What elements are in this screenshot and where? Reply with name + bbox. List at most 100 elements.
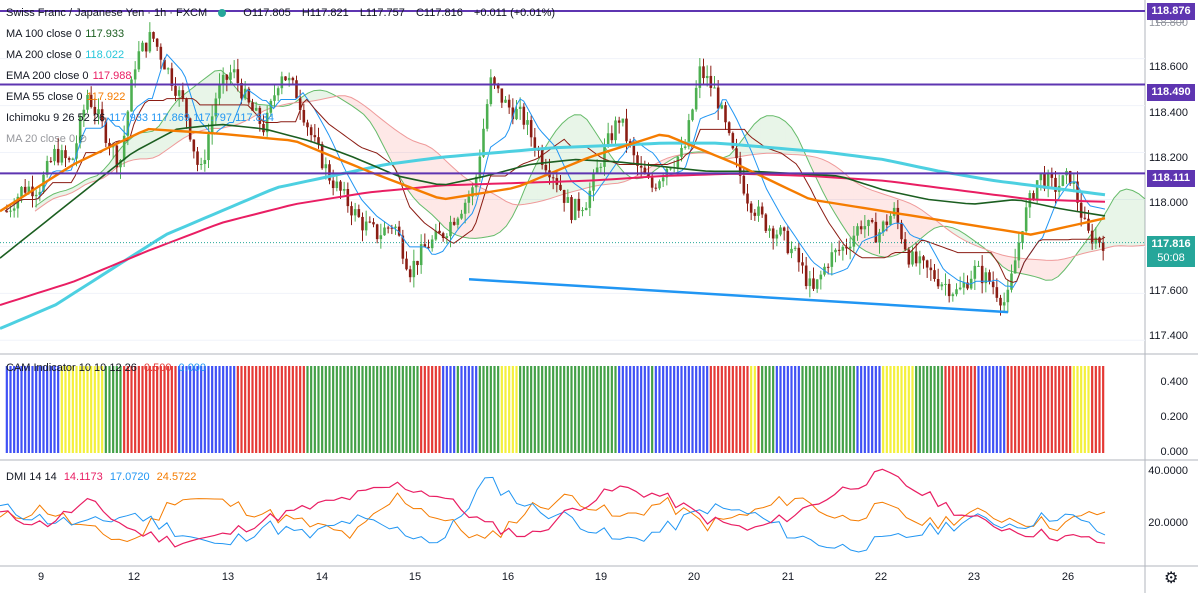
candle-body [174,85,177,96]
indicator-row-ma200[interactable]: MA 200 close 0 118.022 [6,49,125,61]
candle-body [339,181,342,191]
cam-bar [717,366,720,453]
candle-body [346,188,350,207]
cam-bar [592,366,595,453]
indicator-row-ema200[interactable]: EMA 200 close 0 117.988 [6,70,132,82]
cam-bar [665,366,668,453]
candle-body [683,146,687,148]
cam-bar [530,366,533,453]
candle-body [713,87,716,89]
indicator-row-ema55[interactable]: EMA 55 close 0 117.922 [6,91,126,103]
candle-body [999,297,1002,306]
cam-bar [478,366,481,453]
settings-gear-icon[interactable]: ⚙ [1164,570,1179,587]
cam-bar [764,366,767,453]
candle-body [731,133,735,149]
cam-bar [768,366,771,453]
cam-bar [977,366,980,453]
candle-body [401,235,405,259]
candle-body [309,127,313,136]
ichimoku-cloud [772,115,780,154]
cam-bar [390,366,393,453]
candle-body [485,104,489,129]
cam-bar [130,366,133,453]
cam-bar [882,366,885,453]
cam-bar [456,366,459,453]
candle-body [203,160,207,164]
ichimoku-cloud [729,148,736,159]
price-tick: 118.600 [1149,61,1188,73]
ichimoku-cloud [72,184,79,193]
candle-body [419,244,423,266]
cam-legend[interactable]: CAM Indicator 10 10 12 26 0.500 0.000 [6,362,207,374]
candle-body [20,186,23,197]
candle-body [372,222,375,225]
ichimoku-cloud [146,131,153,159]
price-tick: 117.600 [1149,285,1188,297]
dmi-adx-value: 24.5722 [156,471,197,483]
candle-body [779,227,782,235]
ichimoku-cloud [438,153,445,228]
cam-bar [1036,366,1039,453]
ichimoku-cloud [369,109,377,132]
cam-bar [68,366,71,453]
symbol-title[interactable]: Swiss Franc / Japanese Yen · 1h · FXCM [6,7,208,19]
cam-bar [1072,366,1075,453]
ichimoku-cloud [847,175,854,242]
indicator-row-ichimoku[interactable]: Ichimoku 9 26 52 26 117.933 117.869 117.7… [6,112,275,124]
candle-body [577,198,581,211]
candle-body [911,251,914,265]
candle-body [610,133,614,141]
cam-bar [284,366,287,453]
ichimoku-cloud [1126,189,1133,247]
cam-bar [1017,366,1020,453]
candle-body [991,281,995,288]
cam-bar [761,366,764,453]
indicator-row-ma20[interactable]: MA 20 close 0 ⊘ [6,133,88,145]
cam-bar [115,366,118,453]
level-tag-118111[interactable]: 118.111 [1147,170,1195,187]
cam-bar [310,366,313,453]
cam-bar [1043,366,1046,453]
ma100-line [0,123,1106,259]
cam-bar [60,366,63,453]
cam-bar [372,366,375,453]
price-tick: 118.400 [1149,107,1188,119]
candle-body [551,177,555,179]
ichimoku-cloud [580,114,587,190]
ichimoku-cloud [834,165,842,224]
cam-bar [1010,366,1013,453]
candle-body [100,109,104,122]
candle-body [170,68,174,86]
candle-body [148,32,152,52]
candle-body [720,105,724,109]
candle-body [749,203,753,213]
candle-body [863,226,867,230]
cam-bar [926,366,929,453]
cam-bar [948,366,951,453]
candle-body [474,176,478,188]
candle-body [192,139,196,152]
candle-body [93,106,97,115]
ichimoku-cloud [140,132,147,159]
hidden-eye-icon[interactable]: ⊘ [78,133,88,145]
ichimoku-cloud [648,164,656,176]
dmi-legend[interactable]: DMI 14 14 14.1173 17.0720 24.5722 [6,471,197,483]
ichimoku-cloud [475,184,482,239]
indicator-row-ma100[interactable]: MA 100 close 0 117.933 [6,28,125,40]
level-tag-118490[interactable]: 118.490 [1147,84,1195,101]
ichimoku-cloud [314,90,321,101]
ichimoku-cloud [1008,256,1015,273]
candle-body [680,147,683,157]
candle-body [386,227,390,229]
cam-bar [57,366,60,453]
level-tag-top[interactable]: 118.876 [1147,3,1195,20]
candle-body [412,260,416,278]
candle-body [302,109,306,123]
cam-bar [467,366,470,453]
time-tick: 26 [1061,571,1075,583]
last-price-tag[interactable]: 117.816 50:08 [1147,236,1195,267]
ohlc-high: H117.821 [301,7,349,19]
candle-body [405,258,408,270]
